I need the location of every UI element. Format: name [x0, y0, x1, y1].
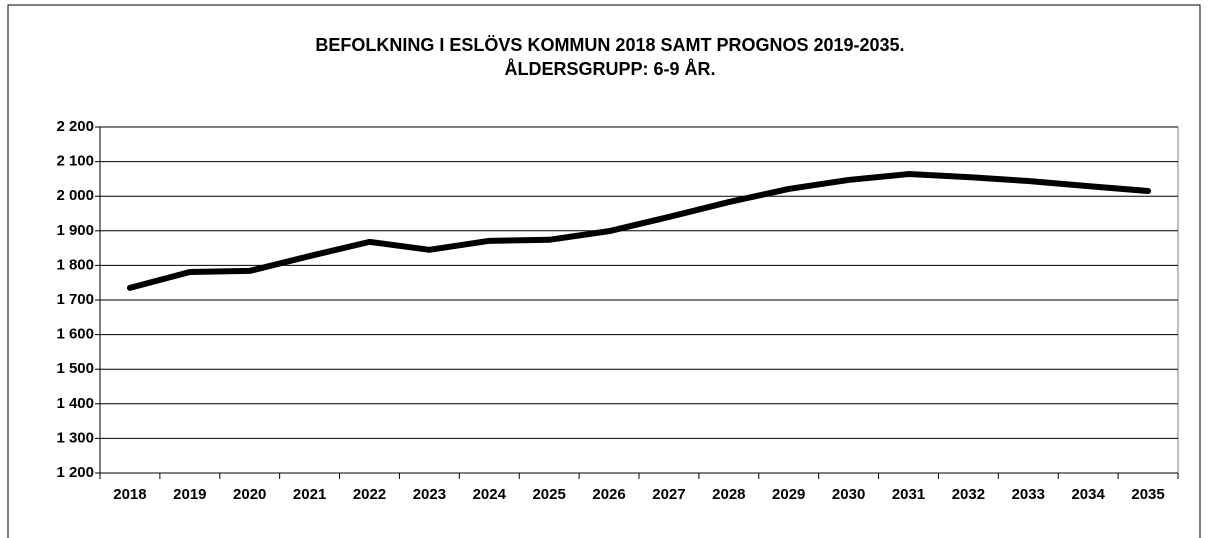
x-tick-label: 2026 — [592, 486, 625, 503]
x-tick-label: 2028 — [712, 486, 745, 503]
y-tick-label: 1 200 — [56, 464, 94, 481]
y-tick-label: 2 200 — [56, 118, 94, 135]
x-tick-label: 2023 — [413, 486, 446, 503]
chart-subtitle: ÅLDERSGRUPP: 6-9 ÅR. — [504, 59, 715, 79]
x-tick-label: 2027 — [652, 486, 685, 503]
y-tick-label: 2 100 — [56, 153, 94, 170]
x-tick-label: 2020 — [233, 486, 266, 503]
x-tick-label: 2035 — [1131, 486, 1164, 503]
x-tick-label: 2034 — [1071, 486, 1105, 503]
chart-title: BEFOLKNING I ESLÖVS KOMMUN 2018 SAMT PRO… — [315, 35, 904, 55]
x-tick-label: 2019 — [173, 486, 206, 503]
y-tick-label: 1 300 — [56, 429, 94, 446]
x-tick-label: 2022 — [353, 486, 386, 503]
y-tick-label: 1 600 — [56, 326, 94, 343]
y-tick-label: 2 000 — [56, 187, 94, 204]
x-tick-label: 2018 — [113, 486, 146, 503]
y-tick-label: 1 700 — [56, 291, 94, 308]
x-tick-label: 2024 — [473, 486, 507, 503]
x-tick-label: 2031 — [892, 486, 925, 503]
y-tick-label: 1 400 — [56, 395, 94, 412]
y-tick-label: 1 900 — [56, 222, 94, 239]
x-tick-label: 2025 — [532, 486, 565, 503]
x-tick-label: 2033 — [1012, 486, 1045, 503]
data-line — [126, 171, 1152, 291]
x-tick-label: 2029 — [772, 486, 805, 503]
x-tick-label: 2030 — [832, 486, 865, 503]
x-tick-label: 2021 — [293, 486, 326, 503]
y-tick-label: 1 500 — [56, 360, 94, 377]
y-tick-label: 1 800 — [56, 256, 94, 273]
x-tick-label: 2032 — [952, 486, 985, 503]
